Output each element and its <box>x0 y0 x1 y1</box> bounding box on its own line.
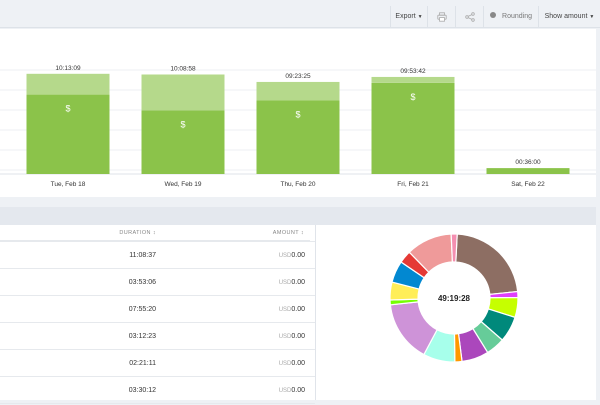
table-row[interactable]: 11:08:37 USD0.00 <box>0 242 315 269</box>
amount-cell: USD0.00 <box>160 242 305 269</box>
section-header <box>0 207 596 225</box>
table-row[interactable]: 03:12:23 USD0.00 <box>0 323 315 350</box>
chevron-down-icon: ▼ <box>417 14 423 20</box>
amount-value: 0.00 <box>291 252 305 259</box>
currency-label: USD <box>278 253 292 259</box>
donut-chart: 49:19:28 <box>389 233 519 363</box>
currency-label: USD <box>278 307 292 313</box>
amount-value: 0.00 <box>291 333 305 340</box>
show-amount-dropdown[interactable]: Show amount ▼ <box>538 6 600 28</box>
amount-column-header[interactable]: AMOUNT ↕ <box>160 225 310 241</box>
export-button[interactable]: Export ▼ <box>390 6 427 28</box>
table-row[interactable]: 03:53:06 USD0.00 <box>0 269 315 296</box>
duration-cell: 03:53:06 <box>128 279 156 286</box>
duration-column-header[interactable]: DURATION ↕ <box>0 225 160 241</box>
donut-total-label: 49:19:28 <box>438 294 471 303</box>
amount-value: 0.00 <box>291 306 305 313</box>
toggle-icon <box>490 12 497 19</box>
bar-chart: 10:13:09 $ Tue, Feb 18 10:08:58 $ Wed, Feb 19… <box>0 65 596 188</box>
bar-non-billable[interactable] <box>26 73 110 95</box>
bar-total-label: 09:53:42 <box>400 68 426 75</box>
bar-billable[interactable] <box>486 168 570 174</box>
bar-billable[interactable] <box>26 94 110 174</box>
duration-cell: 11:08:37 <box>129 252 156 259</box>
amount-cell: USD0.00 <box>160 296 305 323</box>
print-button[interactable] <box>427 6 455 28</box>
billable-dollar-icon: $ <box>410 92 415 102</box>
donut-chart-panel: 49:19:28 <box>316 225 596 400</box>
bar-non-billable[interactable] <box>141 74 225 111</box>
amount-cell: USD0.00 <box>160 377 305 404</box>
share-icon <box>464 12 475 22</box>
bar-billable[interactable] <box>256 100 340 174</box>
billable-dollar-icon: $ <box>180 119 185 129</box>
billable-dollar-icon: $ <box>295 109 300 119</box>
donut-slice[interactable] <box>455 233 519 296</box>
bar-non-billable[interactable] <box>371 76 455 83</box>
summary-table: DURATION ↕ AMOUNT ↕ 11:08:37 USD0.00 03:53… <box>0 225 315 404</box>
bar-total-label: 10:13:09 <box>55 65 81 72</box>
export-label: Export <box>395 13 416 20</box>
show-amount-label: Show amount <box>544 13 588 20</box>
x-tick-label: Thu, Feb 20 <box>280 181 315 188</box>
printer-icon <box>436 12 447 22</box>
rounding-label: Rounding <box>502 13 532 20</box>
bar-billable[interactable] <box>141 110 225 174</box>
header-divider <box>0 241 315 242</box>
amount-cell: USD0.00 <box>160 350 305 377</box>
bar-total-label: 10:08:58 <box>170 65 196 72</box>
currency-label: USD <box>278 388 292 394</box>
rounding-toggle[interactable]: Rounding <box>483 6 538 28</box>
amount-value: 0.00 <box>291 387 305 394</box>
x-tick-label: Tue, Feb 18 <box>51 181 86 188</box>
panel-divider <box>315 225 316 400</box>
duration-cell: 03:12:23 <box>128 333 156 340</box>
bar-total-label: 00:36:00 <box>515 159 541 166</box>
chevron-down-icon: ▼ <box>589 14 595 20</box>
currency-label: USD <box>278 280 292 286</box>
duration-cell: 07:55:20 <box>128 306 156 313</box>
amount-cell: USD0.00 <box>160 323 305 350</box>
currency-label: USD <box>278 334 292 340</box>
amount-cell: USD0.00 <box>160 269 305 296</box>
donut-slice[interactable] <box>450 233 458 263</box>
currency-label: USD <box>278 361 292 367</box>
billable-dollar-icon: $ <box>65 104 70 114</box>
amount-value: 0.00 <box>291 360 305 367</box>
report-toolbar: Export ▼ Rounding Show amount ▼ <box>0 6 600 28</box>
duration-cell: 02:21:11 <box>129 360 156 367</box>
bar-non-billable[interactable] <box>256 81 340 101</box>
bar-total-label: 09:23:25 <box>285 73 311 80</box>
table-row[interactable]: 07:55:20 USD0.00 <box>0 296 315 323</box>
bar-chart-panel: 10:13:09 $ Tue, Feb 18 10:08:58 $ Wed, Feb 19… <box>0 29 596 197</box>
table-row[interactable]: 02:21:11 USD0.00 <box>0 350 315 377</box>
duration-cell: 03:30:12 <box>128 387 156 394</box>
bar-billable[interactable] <box>371 82 455 174</box>
x-tick-label: Fri, Feb 21 <box>397 181 429 188</box>
x-tick-label: Wed, Feb 19 <box>164 181 201 188</box>
amount-value: 0.00 <box>291 279 305 286</box>
share-button[interactable] <box>455 6 483 28</box>
x-tick-label: Sat, Feb 22 <box>511 181 545 188</box>
